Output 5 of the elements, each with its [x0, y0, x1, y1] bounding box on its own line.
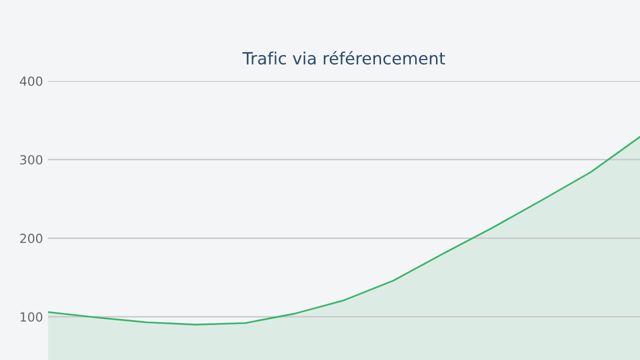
- y-tick-label: 100: [20, 312, 42, 322]
- y-tick-label: 300: [20, 155, 42, 165]
- y-tick-label: 400: [20, 76, 42, 86]
- y-tick-label: 200: [20, 234, 42, 244]
- chart-title: Trafic via référencement: [242, 51, 446, 65]
